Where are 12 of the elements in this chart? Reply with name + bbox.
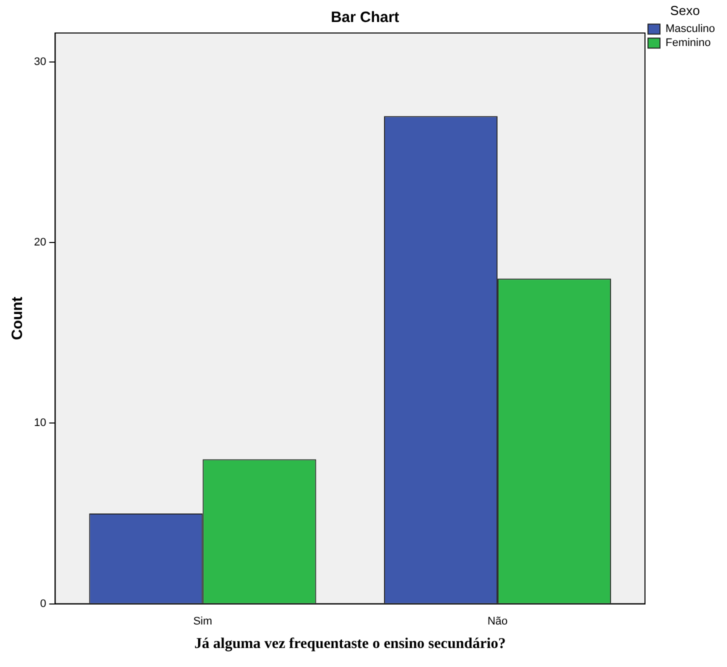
chart-title: Bar Chart [330,9,400,26]
x-axis-title: Já alguma vez frequentaste o ensino secundário? [194,636,506,652]
y-axis-title: Count [9,296,26,340]
y-tick-label: 30 [34,56,46,68]
y-tick-label: 20 [34,236,46,249]
y-tick-label: 0 [40,598,46,610]
legend-label: Masculino [665,23,716,36]
legend-label: Feminino [665,37,711,50]
legend-title: Sexo [670,3,700,18]
y-tick-label: 10 [34,417,46,430]
x-tick-label: Sim [193,615,212,628]
x-tick-label: Não [487,615,508,628]
